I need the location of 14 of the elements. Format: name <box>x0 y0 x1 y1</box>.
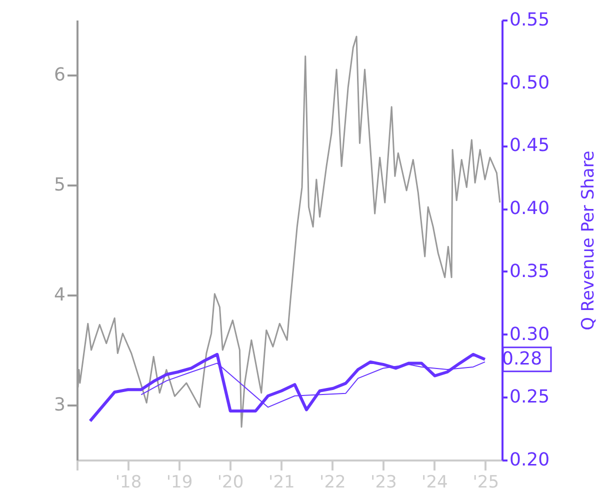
y2-tick-label: 0.30 <box>510 324 550 345</box>
y2-tick-label: 0.20 <box>510 450 550 470</box>
y2-axis-title: Q Revenue Per Share <box>578 150 598 330</box>
y2-tick-label: 0.45 <box>510 135 550 156</box>
y2-tick-label: 0.35 <box>510 260 550 282</box>
y2-tick-label: 0.50 <box>510 72 550 94</box>
y-tick-label: 6 <box>54 64 66 86</box>
y-tick-label: 4 <box>54 284 66 306</box>
y2-tick-label: 0.25 <box>510 386 550 408</box>
y-tick-label: 5 <box>54 174 66 196</box>
y2-tick-label: 0.40 <box>510 198 550 220</box>
y-tick-label: 3 <box>54 394 66 416</box>
y2-tick-label: 0.55 <box>510 10 550 30</box>
data-label: 0.28 <box>502 348 542 370</box>
